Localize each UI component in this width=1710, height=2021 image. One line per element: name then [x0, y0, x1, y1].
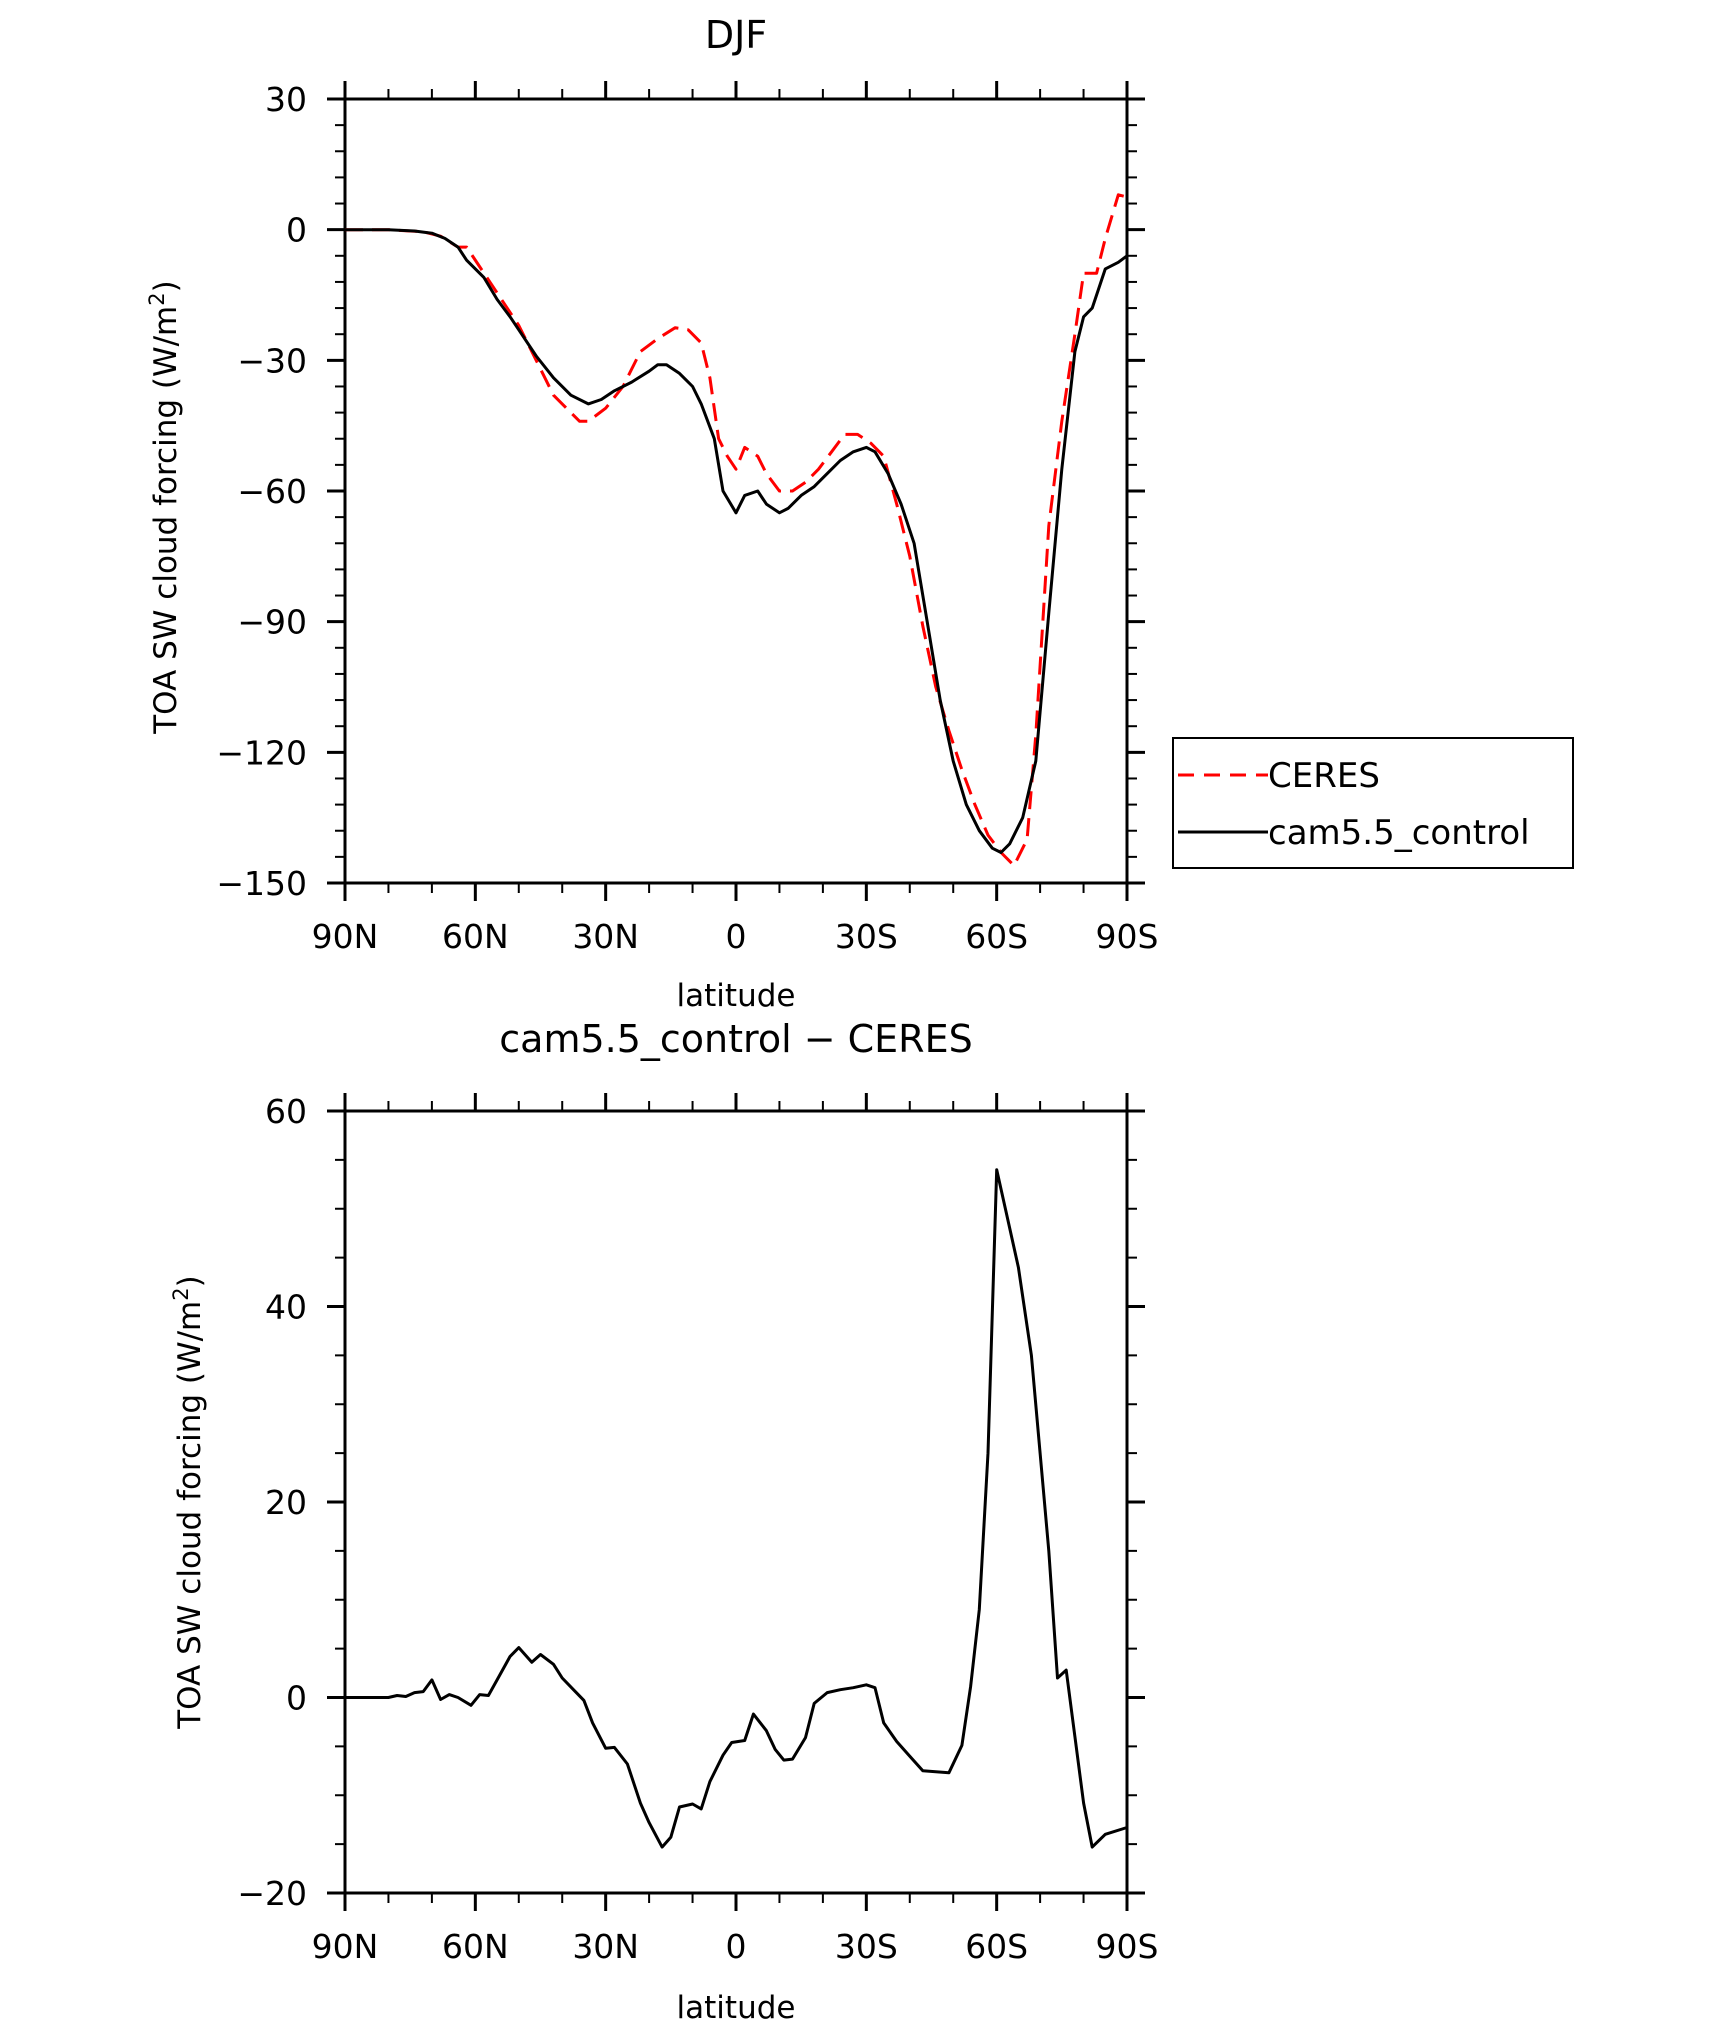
bottom-chart-xtick-label: 0: [726, 1927, 747, 1966]
top-chart-ylabel: TOA SW cloud forcing (W/m2): [145, 280, 184, 735]
top-chart-xtick-label: 60S: [965, 917, 1028, 956]
top-chart-ylabel-text: TOA SW cloud forcing (W/m: [148, 306, 184, 735]
bottom-chart-ytick-label: −20: [237, 1874, 307, 1913]
top-chart-ylabel-close: ): [148, 280, 184, 292]
bottom-chart-title: cam5.5_control − CERES: [499, 1017, 972, 1061]
bottom-chart-series-line-difference: [345, 1168, 1128, 1849]
top-chart-xlabel: latitude: [677, 978, 796, 1014]
top-chart-ytick-label: −90: [237, 603, 307, 642]
bottom-chart-ytick-label: 20: [265, 1483, 307, 1522]
top-chart-ytick-label: −150: [216, 864, 307, 903]
legend-box: [1172, 737, 1574, 869]
top-chart-panel: DJF 90N 60N 30N 0 30S 60S 90S 30 0 −30 −60 −90 −120 −…: [145, 13, 1574, 1014]
top-chart-ytick-label: −30: [237, 341, 307, 380]
bottom-chart-xlabel: latitude: [677, 1990, 796, 2021]
bottom-chart-xtick-label: 30S: [835, 1927, 898, 1966]
bottom-chart-xtick-label: 60S: [965, 1927, 1028, 1966]
bottom-chart-xtick-label: 90S: [1096, 1927, 1159, 1966]
bottom-chart-panel: cam5.5_control − CERES 90N 60N 30N 0 30S 60S 9…: [169, 1017, 1158, 2021]
top-chart-series-line-ceres: [345, 193, 1128, 868]
bottom-chart-ytick-label: 60: [265, 1092, 307, 1131]
top-chart-ylabel-sup: 2: [145, 292, 169, 305]
top-chart-xtick-label: 0: [726, 917, 747, 956]
top-chart-ytick-label: −60: [237, 472, 307, 511]
top-chart-ticks: 90N 60N 30N 0 30S 60S 90S 30 0 −30 −60 −90 −120 −150: [216, 80, 1158, 956]
top-chart-ytick-label: −120: [216, 733, 307, 772]
bottom-chart-ylabel: TOA SW cloud forcing (W/m2): [169, 1275, 208, 1730]
top-chart-series: [345, 193, 1128, 868]
top-chart-series-line-cam5-5-control: [345, 228, 1128, 854]
bottom-chart-ytick-label: 0: [286, 1679, 307, 1718]
top-chart-xtick-label: 60N: [442, 917, 509, 956]
bottom-chart-xtick-label: 60N: [442, 1927, 509, 1966]
bottom-chart-series: [345, 1168, 1128, 1849]
legend-label-cam: cam5.5_control: [1268, 813, 1530, 853]
bottom-chart-ticks: 90N 60N 30N 0 30S 60S 90S 60 40 20 0 −20: [237, 1092, 1158, 1966]
top-chart-legend: CERES cam5.5_control: [1172, 737, 1574, 869]
top-chart-ytick-label: 0: [286, 211, 307, 250]
top-chart-frame: [343, 97, 1129, 885]
top-chart-ytick-label: 30: [265, 80, 307, 119]
top-chart-xtick-label: 90S: [1096, 917, 1159, 956]
bottom-chart-xtick-label: 90N: [312, 1927, 379, 1966]
bottom-chart-ytick-label: 40: [265, 1288, 307, 1327]
legend-label-ceres: CERES: [1268, 756, 1380, 796]
bottom-chart-xtick-label: 30N: [572, 1927, 639, 1966]
top-chart-xtick-label: 30N: [572, 917, 639, 956]
top-chart-xtick-label: 30S: [835, 917, 898, 956]
top-chart-title: DJF: [705, 13, 767, 57]
bottom-chart-ylabel-sup: 2: [169, 1287, 193, 1300]
bottom-chart-ylabel-text: TOA SW cloud forcing (W/m: [172, 1301, 208, 1730]
bottom-chart-ylabel-close: ): [172, 1275, 208, 1287]
top-chart-xtick-label: 90N: [312, 917, 379, 956]
